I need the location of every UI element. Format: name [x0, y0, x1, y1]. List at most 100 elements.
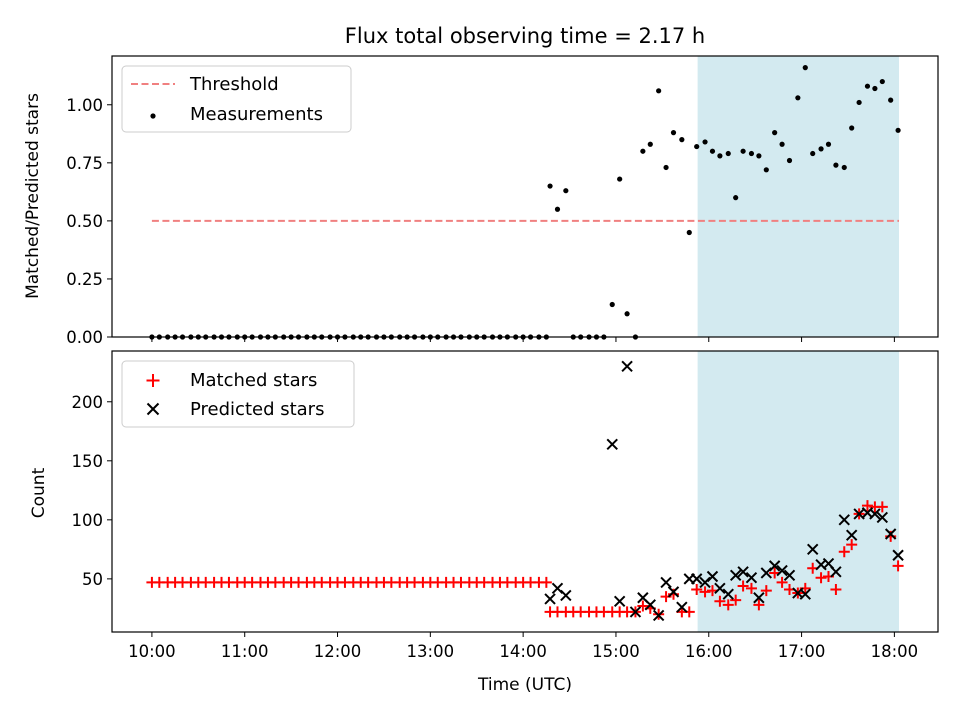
predicted-star-point [884, 528, 897, 540]
measurement-point [647, 141, 653, 147]
predicted-star-point [783, 569, 796, 582]
matched-star-point [540, 576, 552, 588]
top-x-ticks [151, 337, 895, 342]
measurement-point [670, 130, 677, 136]
measurement-point [879, 78, 885, 85]
top-panel: 0.00 0.25 0.50 0.75 1.00 Matched/Predicted s… [23, 55, 939, 347]
chart-title: Flux total observing time = 2.17 h [345, 24, 705, 48]
x-axis-label: Time (UTC) [477, 675, 572, 695]
predicted-star-point [838, 514, 850, 526]
observing-window-shade-bottom [697, 351, 900, 632]
predicted-star-point [892, 549, 904, 561]
measurement-point [786, 157, 793, 164]
measurement-point [563, 188, 569, 194]
predicted-star-point [729, 569, 742, 582]
predicted-star-point [876, 511, 889, 524]
measurement-point [624, 311, 630, 317]
measurement-point [763, 167, 769, 173]
matched-star-point [815, 572, 827, 584]
top-legend: Threshold Measurements [121, 65, 352, 133]
legend-predicted-label: Predicted stars [190, 399, 324, 420]
matched-star-point [861, 500, 873, 512]
predicted-star-point [621, 360, 633, 373]
measurement-point [895, 127, 901, 133]
matched-star-point [730, 594, 742, 606]
measurement-point [825, 141, 832, 147]
measurement-point [888, 97, 894, 103]
matched-star-point [846, 539, 858, 551]
matched-star-point [753, 599, 765, 611]
measurement-point [810, 150, 816, 157]
predicted-star-point [706, 570, 719, 583]
bottom-panel: 50 100 150 200 10:00 11:00 12:00 13:00 14:00 15:… [29, 350, 939, 695]
matched-star-point [838, 546, 850, 558]
measurement-point [795, 95, 801, 101]
predicted-star-point [613, 595, 626, 608]
measurement-point [740, 148, 746, 154]
measurement-point [841, 164, 847, 171]
measurement-point [733, 195, 739, 201]
x-tick-label: 12:00 [314, 642, 362, 661]
x-tick-label: 18:00 [871, 642, 919, 661]
matched-star-point [691, 583, 703, 595]
y-tick-label: 200 [72, 393, 104, 412]
matched-star-point [876, 501, 888, 513]
measurement-point [554, 206, 561, 212]
measurement-point [856, 99, 862, 106]
predicted-star-point [606, 438, 618, 450]
top-y-ticks: 0.00 0.25 0.50 0.75 1.00 [66, 96, 112, 347]
measurement-point [872, 85, 878, 92]
matched-star-point [776, 576, 788, 588]
measurement-point [686, 229, 692, 236]
bottom-y-axis-label: Count [29, 467, 49, 518]
bottom-y-ticks: 50 100 150 200 [72, 393, 112, 589]
measurement-point [818, 146, 824, 152]
predicted-star-point [652, 609, 665, 622]
measurement-point [864, 83, 871, 89]
legend-measurements-swatch [150, 113, 156, 119]
predicted-star-point [869, 508, 881, 520]
legend-matched-swatch [146, 374, 160, 387]
measurement-point [663, 164, 669, 171]
measurement-point [679, 137, 685, 143]
predicted-star-point [807, 543, 819, 556]
x-tick-label: 17:00 [778, 642, 826, 661]
y-tick-label: 0.75 [66, 154, 103, 173]
measurement-point [833, 162, 839, 168]
predicted-star-point [690, 573, 703, 585]
predicted-star-point [745, 571, 758, 584]
measurement-point [609, 301, 615, 308]
matched-star-point [714, 595, 726, 607]
x-tick-label: 11:00 [221, 642, 269, 661]
measurement-point [709, 148, 716, 154]
predicted-star-point [845, 529, 858, 541]
matched-star-point [745, 582, 757, 594]
predicted-star-point [560, 589, 572, 602]
predicted-star-point [737, 566, 749, 578]
matched-star-point [637, 600, 649, 612]
x-tick-label: 14:00 [499, 642, 547, 661]
predicted-star-point [676, 601, 688, 613]
measurement-point [756, 153, 762, 159]
y-tick-label: 150 [72, 452, 104, 471]
predicted-star-point [667, 586, 680, 598]
measurement-point [717, 153, 723, 159]
y-tick-label: 100 [72, 511, 104, 530]
measurement-point [779, 141, 785, 147]
matched-star-point [892, 560, 904, 572]
measurement-point [725, 150, 731, 157]
top-panel-marks [149, 65, 901, 340]
matched-star-point [737, 580, 749, 592]
observing-window-shade-top [697, 56, 900, 337]
measurement-point [802, 65, 808, 71]
bottom-legend-box [121, 360, 355, 428]
matched-star-point [722, 599, 734, 611]
bottom-panel-marks [146, 360, 904, 622]
predicted-star-point [660, 576, 672, 589]
predicted-star-point [699, 576, 711, 589]
x-tick-label: 16:00 [685, 642, 733, 661]
measurement-point [617, 176, 623, 182]
y-tick-label: 0.25 [66, 270, 103, 289]
predicted-star-point [629, 606, 642, 618]
predicted-star-point [830, 566, 842, 578]
